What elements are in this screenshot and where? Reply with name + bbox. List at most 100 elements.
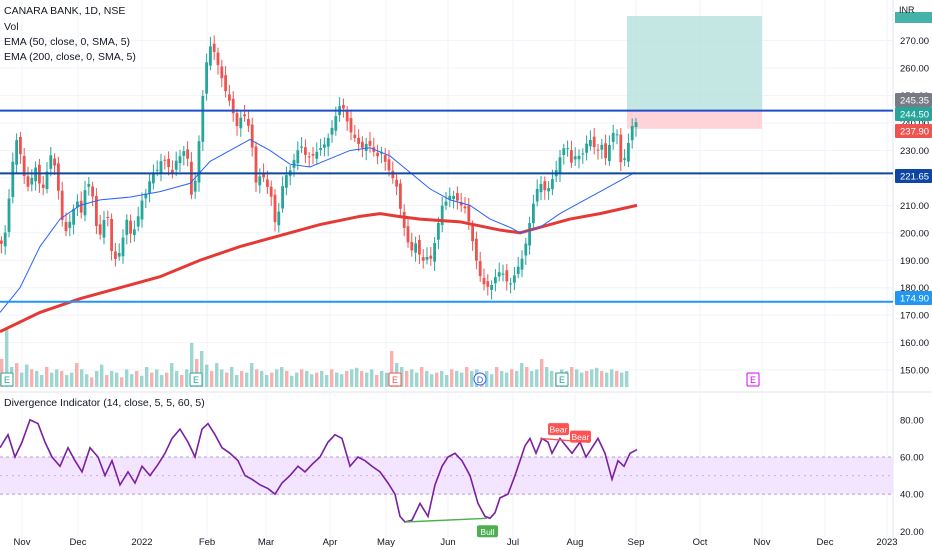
candle-body — [152, 173, 155, 184]
volume-bar — [30, 369, 34, 387]
candle-body — [357, 137, 360, 144]
price-tick-label: 150.00 — [900, 366, 929, 377]
bull-label: Bull — [477, 525, 498, 538]
marker-shape — [555, 372, 569, 387]
volume-bar — [220, 369, 224, 387]
candle-body — [304, 147, 307, 155]
earnings-marker: E — [555, 372, 569, 387]
candle-body — [592, 136, 596, 148]
candle-body — [566, 148, 569, 150]
volume-bar — [370, 369, 374, 387]
marker-shape — [473, 372, 487, 386]
candle-body — [448, 195, 452, 200]
volume-bar — [375, 375, 379, 387]
legend-volume: Vol — [4, 21, 19, 33]
candle-body — [140, 200, 144, 220]
candle-body — [250, 124, 254, 148]
candle-body — [353, 134, 357, 138]
candle-body — [155, 169, 159, 171]
legend-ema50: EMA (50, close, 0, SMA, 5) — [4, 36, 131, 48]
volume-bar — [155, 369, 159, 387]
volume-bar — [430, 374, 434, 387]
price-tick-label: 180.00 — [900, 283, 929, 294]
time-tick-label: Mar — [258, 537, 274, 548]
volume-bar — [95, 371, 99, 387]
legend-indicator: Divergence Indicator (14, close, 5, 5, 6… — [4, 397, 205, 409]
volume-bar — [365, 372, 369, 387]
price-tag-text: 245.35 — [900, 96, 929, 107]
volume-bar — [185, 369, 189, 387]
volume-bar — [525, 367, 529, 387]
price-tick-label: 230.00 — [900, 146, 929, 157]
candle-body — [570, 150, 573, 163]
candle-body — [231, 98, 235, 114]
volume-bar — [50, 372, 54, 387]
marker-shape — [189, 372, 203, 387]
volume-bar — [165, 372, 169, 387]
volume-bar — [15, 363, 19, 387]
candle-body — [361, 141, 364, 148]
candle-body — [22, 156, 26, 177]
candle-body — [247, 119, 250, 126]
rsi-tick-label: 80.00 — [900, 415, 924, 426]
candle-body — [26, 176, 30, 187]
volume-bar — [85, 374, 89, 387]
candle-body — [212, 43, 216, 52]
volume-bar — [140, 375, 144, 387]
volume-bar — [270, 372, 274, 387]
time-tick-label: Dec — [70, 537, 87, 548]
candle-body — [186, 149, 189, 159]
label-bg — [548, 423, 569, 436]
candle-body — [125, 219, 129, 235]
candle-body — [330, 127, 334, 135]
volume-bar — [530, 371, 534, 387]
candle-body — [277, 211, 281, 226]
volume-bar — [515, 371, 519, 387]
volume-bar — [235, 375, 239, 387]
candle-body — [421, 257, 425, 261]
price-tag-bg — [895, 93, 932, 107]
legend-ema200: EMA (200, close, 0, SMA, 5) — [4, 51, 136, 63]
price-tag-bg — [895, 291, 932, 305]
candle-body — [311, 154, 315, 156]
volume-bar — [240, 371, 244, 387]
candle-body — [178, 156, 182, 163]
label-text: Bear — [572, 432, 590, 442]
candle-body — [471, 224, 474, 242]
volume-bar — [350, 369, 354, 387]
price-tag-bg — [895, 169, 932, 183]
volume-bar — [265, 375, 269, 387]
time-tick-label: Oct — [693, 537, 708, 548]
marker-shape — [0, 372, 14, 387]
candle-body — [516, 266, 520, 274]
candle-body — [452, 195, 455, 200]
candle-body — [258, 176, 262, 186]
candle-body — [83, 190, 87, 216]
candle-body — [513, 275, 516, 283]
time-tick-label: Aug — [567, 537, 584, 548]
candle-body — [456, 193, 459, 201]
volume-bar — [300, 369, 304, 387]
candle-body — [45, 171, 49, 190]
candle-body — [254, 146, 258, 183]
candle-body — [15, 140, 18, 165]
candle-body — [281, 186, 284, 209]
volume-bar — [75, 363, 79, 387]
candle-body — [524, 243, 528, 256]
candle-body — [532, 203, 535, 224]
candle-body — [60, 190, 64, 220]
volume-bar — [230, 367, 234, 387]
currency-label: INR — [899, 5, 915, 15]
candle-body — [7, 198, 11, 232]
candle-body — [300, 146, 303, 148]
candle-body — [543, 181, 547, 191]
candle-body — [296, 150, 300, 164]
volume-bar — [330, 369, 334, 387]
candle-body — [323, 144, 326, 148]
candle-body — [604, 143, 607, 159]
target-zone — [627, 15, 762, 111]
price-tick-label: 160.00 — [900, 338, 929, 349]
volume-bar — [625, 371, 629, 387]
bear-label: Bear — [548, 423, 569, 436]
